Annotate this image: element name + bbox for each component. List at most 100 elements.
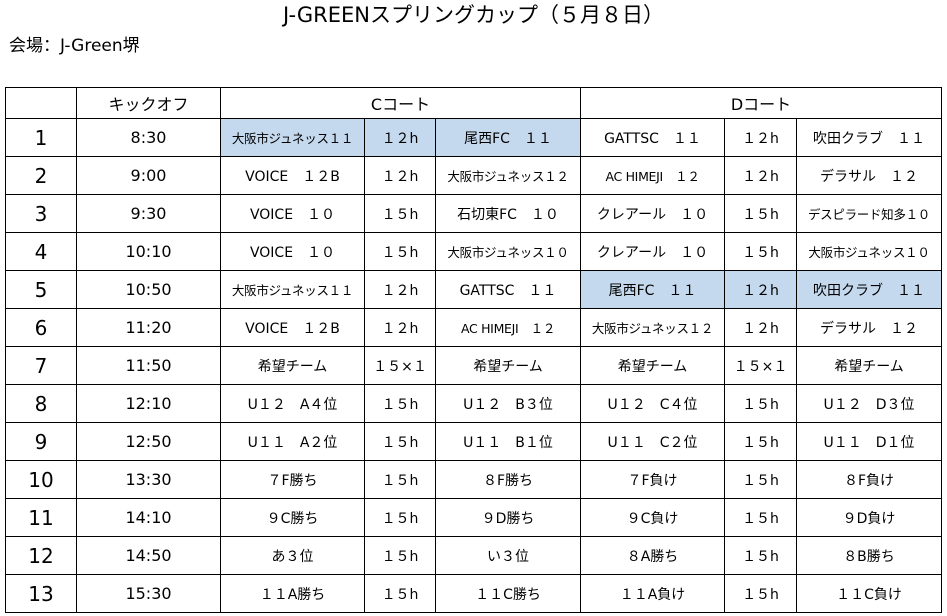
court-c-home-team: 希望チーム — [220, 346, 365, 385]
venue-label: 会場：J-Green堺 — [9, 36, 140, 56]
match-number: 9 — [5, 422, 77, 461]
court-c-home-team: U１２ A４位 — [220, 384, 365, 423]
court-d-home-team: クレアール １０ — [580, 194, 725, 233]
court-d-home-team: U１１ C２位 — [580, 422, 725, 461]
court-c-home-team: VOICE １０ — [220, 194, 365, 233]
kickoff-time: 10:10 — [76, 232, 221, 271]
court-d-home-team: １１A負け — [580, 574, 725, 613]
match-number: 13 — [5, 574, 77, 613]
court-d-home-team: ７F負け — [580, 460, 725, 499]
kickoff-time: 15:30 — [76, 574, 221, 613]
table-row: 11 14:10 ９C勝ち １５h ９D勝ち ９C負け １５h ９D負け — [5, 498, 942, 537]
court-c-home-team: ９C勝ち — [220, 498, 365, 537]
court-d-duration: １２h — [724, 118, 797, 157]
court-d-duration: １５h — [724, 422, 797, 461]
court-c-home-team: あ３位 — [220, 536, 365, 575]
header-row: キックオフ Cコート Dコート — [5, 87, 942, 119]
kickoff-time: 14:10 — [76, 498, 221, 537]
match-number: 7 — [5, 346, 77, 385]
table-row: 5 10:50 大阪市ジュネッス１１ １２h GATTSC １１ 尾西FC １１ １２h 吹田… — [5, 270, 942, 309]
court-d-home-team: ８A勝ち — [580, 536, 725, 575]
court-d-away-team: 吹田クラブ １１ — [796, 270, 942, 309]
header-court-d: Dコート — [580, 87, 942, 119]
court-c-away-team: AC HIMEJI １２ — [435, 308, 581, 347]
kickoff-time: 12:50 — [76, 422, 221, 461]
court-c-away-team: 大阪市ジュネッス１０ — [435, 232, 581, 271]
match-number: 5 — [5, 270, 77, 309]
court-c-duration: １５h — [364, 536, 436, 575]
court-c-away-team: U１２ B３位 — [435, 384, 581, 423]
court-d-duration: １２h — [724, 270, 797, 309]
court-d-away-team: ８F負け — [796, 460, 942, 499]
court-d-home-team: 尾西FC １１ — [580, 270, 725, 309]
court-c-away-team: 石切東FC １０ — [435, 194, 581, 233]
court-c-home-team: 大阪市ジュネッス１１ — [220, 118, 365, 157]
court-d-away-team: U１２ D３位 — [796, 384, 942, 423]
header-kickoff: キックオフ — [76, 87, 221, 119]
table-row: 6 11:20 VOICE １２B １２h AC HIMEJI １２ 大阪市ジュネッス１２… — [5, 308, 942, 347]
court-d-duration: １２h — [724, 308, 797, 347]
court-c-home-team: U１１ A２位 — [220, 422, 365, 461]
court-c-home-team: VOICE １２B — [220, 308, 365, 347]
court-d-away-team: ９D負け — [796, 498, 942, 537]
court-d-duration: １５×１ — [724, 346, 797, 385]
court-c-duration: １５h — [364, 384, 436, 423]
court-c-away-team: 大阪市ジュネッス１２ — [435, 156, 581, 195]
court-d-home-team: GATTSC １１ — [580, 118, 725, 157]
header-court-c: Cコート — [220, 87, 581, 119]
table-row: 12 14:50 あ３位 １５h い３位 ８A勝ち １５h ８B勝ち — [5, 536, 942, 575]
kickoff-time: 9:00 — [76, 156, 221, 195]
court-d-home-team: 希望チーム — [580, 346, 725, 385]
court-c-home-team: ７F勝ち — [220, 460, 365, 499]
court-c-home-team: VOICE １０ — [220, 232, 365, 271]
table-row: 4 10:10 VOICE １０ １５h 大阪市ジュネッス１０ クレアール １０ １５h 大阪… — [5, 232, 942, 271]
court-c-away-team: ８F勝ち — [435, 460, 581, 499]
court-d-duration: １５h — [724, 574, 797, 613]
kickoff-time: 11:50 — [76, 346, 221, 385]
court-c-home-team: VOICE １２B — [220, 156, 365, 195]
match-number: 8 — [5, 384, 77, 423]
court-c-duration: １２h — [364, 308, 436, 347]
court-c-duration: １５h — [364, 498, 436, 537]
table-row: 8 12:10 U１２ A４位 １５h U１２ B３位 U１２ C４位 １５h U１２ D３位 — [5, 384, 942, 423]
kickoff-time: 8:30 — [76, 118, 221, 157]
header-number — [5, 87, 77, 119]
court-c-duration: １２h — [364, 156, 436, 195]
court-c-duration: １５h — [364, 422, 436, 461]
court-c-duration: １５h — [364, 232, 436, 271]
match-number: 2 — [5, 156, 77, 195]
table-row: 10 13:30 ７F勝ち １５h ８F勝ち ７F負け １５h ８F負け — [5, 460, 942, 499]
court-d-duration: １５h — [724, 498, 797, 537]
court-d-away-team: 大阪市ジュネッス１０ — [796, 232, 942, 271]
court-c-duration: １２h — [364, 270, 436, 309]
court-d-duration: １５h — [724, 536, 797, 575]
court-d-home-team: 大阪市ジュネッス１２ — [580, 308, 725, 347]
court-c-duration: １２h — [364, 118, 436, 157]
kickoff-time: 12:10 — [76, 384, 221, 423]
court-d-duration: １５h — [724, 194, 797, 233]
court-c-away-team: U１１ B１位 — [435, 422, 581, 461]
kickoff-time: 10:50 — [76, 270, 221, 309]
table-row: 13 15:30 １１A勝ち １５h １１C勝ち １１A負け １５h １１C負け — [5, 574, 942, 613]
match-number: 12 — [5, 536, 77, 575]
match-number: 11 — [5, 498, 77, 537]
court-d-duration: １２h — [724, 156, 797, 195]
kickoff-time: 14:50 — [76, 536, 221, 575]
schedule-table: キックオフ Cコート Dコート 1 8:30 大阪市ジュネッス１１ １２h 尾西FC １… — [5, 87, 942, 613]
court-d-away-team: 吹田クラブ １１ — [796, 118, 942, 157]
match-number: 10 — [5, 460, 77, 499]
court-d-duration: １５h — [724, 232, 797, 271]
court-d-away-team: ８B勝ち — [796, 536, 942, 575]
court-d-home-team: クレアール １０ — [580, 232, 725, 271]
table-row: 1 8:30 大阪市ジュネッス１１ １２h 尾西FC １１ GATTSC １１ １２h 吹田ク… — [5, 118, 942, 157]
court-c-duration: １５h — [364, 574, 436, 613]
match-number: 1 — [5, 118, 77, 157]
court-d-duration: １５h — [724, 384, 797, 423]
court-d-home-team: ９C負け — [580, 498, 725, 537]
court-c-duration: １５h — [364, 194, 436, 233]
table-row: 3 9:30 VOICE １０ １５h 石切東FC １０ クレアール １０ １５h デスピラー… — [5, 194, 942, 233]
kickoff-time: 13:30 — [76, 460, 221, 499]
court-d-away-team: U１１ D１位 — [796, 422, 942, 461]
table-row: 7 11:50 希望チーム １５×１ 希望チーム 希望チーム １５×１ 希望チーム — [5, 346, 942, 385]
court-c-home-team: 大阪市ジュネッス１１ — [220, 270, 365, 309]
